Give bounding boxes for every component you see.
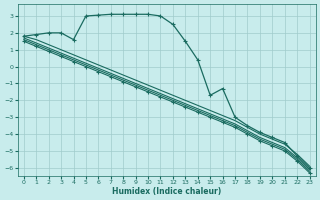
X-axis label: Humidex (Indice chaleur): Humidex (Indice chaleur) [112,187,221,196]
